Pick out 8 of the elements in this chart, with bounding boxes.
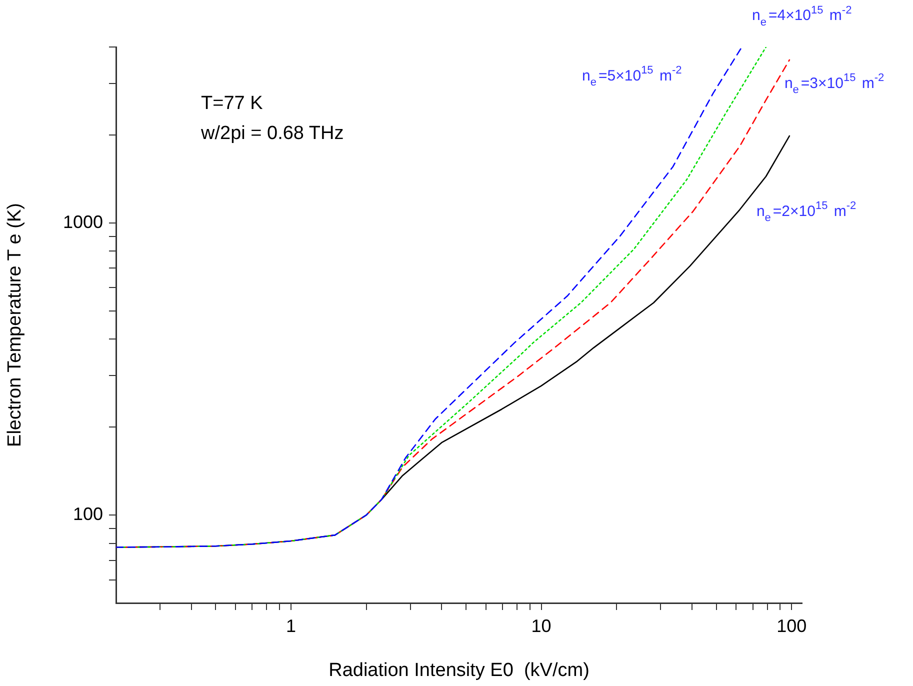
- x-axis-title: Radiation Intensity E0 (kV/cm): [328, 660, 590, 681]
- x-tick-label: 1: [286, 616, 296, 636]
- annotation: w/2pi = 0.68 THz: [200, 123, 344, 144]
- y-axis-title: Electron Temperature T e (K): [4, 203, 26, 447]
- annotation: T=77 K: [201, 93, 264, 114]
- x-tick-label: 10: [531, 616, 552, 636]
- y-tick-label: 1000: [62, 212, 103, 232]
- x-tick-label: 100: [776, 616, 807, 636]
